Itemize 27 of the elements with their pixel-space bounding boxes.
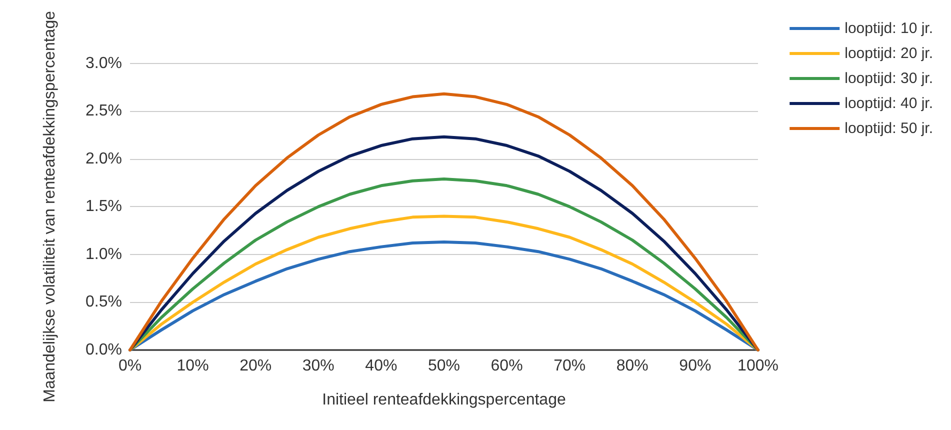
- y-tick-label: 0.5%: [86, 294, 122, 311]
- line-series: [128, 92, 760, 352]
- x-tick-label: 60%: [490, 358, 523, 374]
- y-axis-title: Maandelijkse volatiliteit van renteafdekkingspercentage: [42, 10, 58, 402]
- y-tick-label: 0.0%: [86, 342, 122, 358]
- x-tick-label: 100%: [738, 358, 778, 374]
- y-tick-label: 1.5%: [86, 198, 122, 216]
- y-tick-label: 1.0%: [86, 246, 122, 263]
- legend-label: looptijd: 20 jr.: [844, 45, 933, 62]
- x-tick-label: 30%: [302, 358, 334, 374]
- legend-label: looptijd: 50 jr.: [844, 120, 933, 137]
- y-tick-label: 3.0%: [86, 54, 122, 72]
- x-tick-label: 20%: [240, 358, 272, 374]
- x-tick-label: 0%: [118, 358, 142, 374]
- x-tick-label: 70%: [554, 358, 586, 374]
- x-tick-label: 50%: [428, 358, 460, 374]
- x-tick-label: 90%: [679, 358, 712, 374]
- x-tick-label: 10%: [176, 358, 209, 374]
- y-tick-label: 2.0%: [86, 150, 122, 168]
- x-tick-label: 40%: [365, 358, 398, 374]
- legend-label: looptijd: 10 jr.: [844, 20, 933, 37]
- y-tick-label: 2.5%: [86, 102, 122, 120]
- legend-label: looptijd: 40 jr.: [844, 95, 933, 112]
- x-axis-title: Initieel renteafdekkingspercentage: [322, 392, 566, 408]
- line-series: [128, 177, 760, 352]
- x-tick-label: 80%: [616, 358, 648, 374]
- legend-label: looptijd: 30 jr.: [844, 70, 933, 87]
